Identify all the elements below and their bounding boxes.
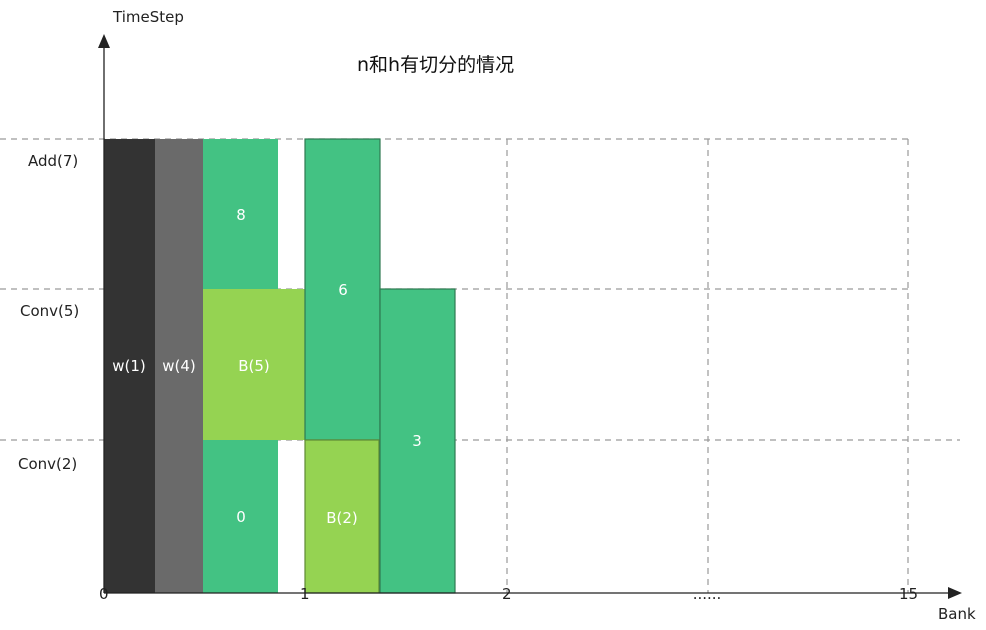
x-axis-label: Bank	[938, 605, 976, 623]
block-B2-label: B(2)	[326, 509, 358, 527]
block-w4-label: w(4)	[162, 357, 196, 375]
block-0-rect	[203, 440, 278, 593]
block-3: 3	[379, 288, 456, 594]
diagram-title: n和h有切分的情况	[357, 54, 514, 76]
y-axis-label: TimeStep	[112, 8, 184, 26]
y-tick-conv5: Conv(5)	[20, 302, 79, 320]
block-3-rect	[379, 288, 456, 594]
y-axis-arrow-icon	[98, 34, 110, 48]
x-tick-ellipsis: ......	[693, 585, 722, 603]
block-8-label: 8	[236, 206, 246, 224]
block-w4-rect	[155, 139, 203, 593]
x-tick-0: 0	[99, 585, 109, 603]
y-tick-add7: Add(7)	[28, 152, 78, 170]
block-B5-label: B(5)	[238, 357, 270, 375]
block-6: 6	[304, 138, 381, 441]
block-0-label: 0	[236, 508, 246, 526]
block-8: 8	[203, 139, 278, 289]
block-3-label: 3	[412, 432, 422, 450]
block-B5-rect	[203, 289, 305, 440]
block-6-label: 6	[338, 281, 348, 299]
block-w1-rect	[104, 139, 155, 593]
x-axis-arrow-icon	[948, 587, 962, 599]
block-w4: w(4)	[155, 139, 203, 593]
x-axis	[104, 587, 962, 599]
y-axis	[98, 34, 110, 593]
x-tick-15: 15	[899, 585, 918, 603]
block-w1-label: w(1)	[112, 357, 146, 375]
x-tick-1: 1	[300, 585, 310, 603]
block-0: 0	[203, 440, 278, 593]
block-w1: w(1)	[104, 139, 155, 593]
block-B2: B(2)	[304, 439, 380, 594]
block-8-rect	[203, 139, 278, 289]
y-tick-conv2: Conv(2)	[18, 455, 77, 473]
block-B2-rect	[304, 439, 380, 594]
block-6-rect	[304, 138, 381, 441]
block-B5: B(5)	[203, 289, 305, 440]
x-tick-2: 2	[502, 585, 512, 603]
